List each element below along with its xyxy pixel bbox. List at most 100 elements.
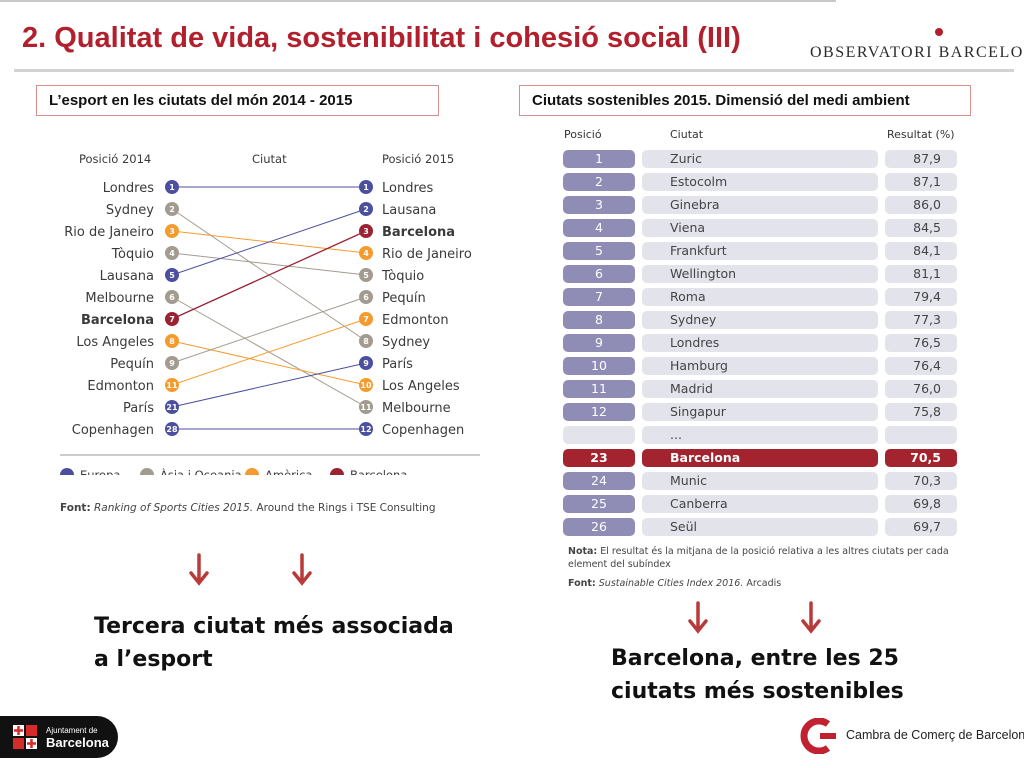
city-cell: Madrid: [642, 380, 878, 398]
legend-label: Amèrica: [265, 468, 312, 475]
result-cell: 76,0: [885, 380, 957, 398]
col-2014-header: Posició 2014: [79, 152, 151, 166]
rank-number: 12: [360, 425, 371, 434]
city-label: Los Angeles: [382, 379, 460, 394]
city-label: Sydney: [106, 203, 154, 218]
table-body: 1 Zuric 87,9 2 Estocolm 87,1 3 Ginebra 86,0 4 Vien…: [560, 148, 960, 539]
table-row: 8 Sydney 77,3: [560, 309, 960, 332]
top-border: [0, 0, 836, 2]
city-cell: Barcelona: [642, 449, 878, 467]
rank-badge: [165, 312, 179, 326]
legend-swatch: [60, 468, 74, 475]
table-row: 24 Munic 70,3: [560, 470, 960, 493]
logo-dot-icon: [935, 28, 943, 36]
result-cell: 86,0: [885, 196, 957, 214]
table-note: Nota: El resultat és la mitjana de la po…: [568, 546, 949, 570]
rank-badge: [165, 268, 179, 282]
city-label: Melbourne: [85, 291, 154, 306]
rank-number: 9: [169, 359, 175, 368]
city-label: Barcelona: [382, 225, 455, 240]
position-cell: 26: [563, 518, 635, 536]
legend-swatch: [245, 468, 259, 475]
title-rule: [14, 69, 1014, 72]
sustain-box-title: Ciutats sostenibles 2015. Dimensió del m…: [519, 85, 971, 116]
city-label: Melbourne: [382, 401, 451, 416]
down-arrow-icon: [189, 553, 209, 586]
rank-number: 3: [363, 227, 369, 236]
city-cell: Londres: [642, 334, 878, 352]
result-cell: 87,1: [885, 173, 957, 191]
rank-badge: [165, 422, 179, 436]
legend-label: Barcelona: [350, 468, 407, 475]
sports-slope-chart: Posició 2014 Ciutat Posició 2015 1 Londre…: [60, 152, 480, 475]
rank-number: 2: [169, 205, 175, 214]
rank-badge: [359, 422, 373, 436]
rank-badge: [165, 180, 179, 194]
rank-number: 4: [169, 249, 175, 258]
cambra-logo-icon: [800, 718, 836, 754]
down-arrow-icon: [292, 553, 312, 586]
city-label: Tòquio: [111, 247, 154, 262]
rank-badge: [359, 202, 373, 216]
position-cell: 10: [563, 357, 635, 375]
rank-badge: [359, 246, 373, 260]
table-row: 7 Roma 79,4: [560, 286, 960, 309]
rank-badge: [359, 356, 373, 370]
position-cell: 2: [563, 173, 635, 191]
rank-number: 7: [363, 315, 369, 324]
table-header: Posició Ciutat Resultat (%): [564, 128, 955, 141]
table-row: 4 Viena 84,5: [560, 217, 960, 240]
result-cell: 87,9: [885, 150, 957, 168]
table-row: 3 Ginebra 86,0: [560, 194, 960, 217]
down-arrow-icon: [801, 601, 821, 634]
city-cell: ...: [642, 426, 878, 444]
city-label: Tòquio: [381, 269, 424, 284]
rank-badge: [359, 290, 373, 304]
city-label: París: [382, 357, 413, 372]
position-cell: 9: [563, 334, 635, 352]
rank-number: 2: [363, 205, 369, 214]
slope-line: [171, 318, 367, 386]
rank-number: 1: [363, 183, 369, 192]
rank-badge: [165, 202, 179, 216]
rank-badge: [165, 378, 179, 392]
table-row: 10 Hamburg 76,4: [560, 355, 960, 378]
sports-caption: Tercera ciutat més associada a l’esport: [94, 614, 454, 672]
table-row: 12 Singapur 75,8: [560, 401, 960, 424]
position-cell: 4: [563, 219, 635, 237]
rank-number: 10: [360, 381, 372, 390]
rank-badge: [359, 334, 373, 348]
position-cell: 25: [563, 495, 635, 513]
col-city-header: Ciutat: [252, 152, 287, 166]
legend-swatch: [330, 468, 344, 475]
position-cell: 11: [563, 380, 635, 398]
table-row: 26 Seül 69,7: [560, 516, 960, 539]
observatori-logo: OBSERVATORI BARCELONA: [810, 44, 1024, 61]
result-cell: 84,1: [885, 242, 957, 260]
table-row: ...: [560, 424, 960, 447]
city-cell: Viena: [642, 219, 878, 237]
city-label: Sydney: [382, 335, 430, 350]
legend-label: Àsia i Oceania: [160, 467, 242, 475]
result-cell: 75,8: [885, 403, 957, 421]
result-cell: 79,4: [885, 288, 957, 306]
city-label: Rio de Janeiro: [382, 247, 472, 262]
result-cell: 77,3: [885, 311, 957, 329]
col-2015-header: Posició 2015: [382, 152, 454, 166]
city-cell: Sydney: [642, 311, 878, 329]
city-cell: Zuric: [642, 150, 878, 168]
result-cell: 70,3: [885, 472, 957, 490]
city-cell: Frankfurt: [642, 242, 878, 260]
result-cell: 70,5: [885, 449, 957, 467]
rank-number: 21: [166, 403, 178, 412]
rank-badge: [359, 224, 373, 238]
result-cell: [885, 426, 957, 444]
city-cell: Seül: [642, 518, 878, 536]
city-label: Pequín: [110, 357, 154, 372]
table-row: 2 Estocolm 87,1: [560, 171, 960, 194]
table-row: 1 Zuric 87,9: [560, 148, 960, 171]
slope-line: [171, 208, 367, 276]
city-label: Londres: [382, 181, 434, 196]
sports-source: Font: Ranking of Sports Cities 2015. Aro…: [60, 502, 436, 514]
ajuntament-logo: Ajuntament de Barcelona: [0, 716, 118, 758]
